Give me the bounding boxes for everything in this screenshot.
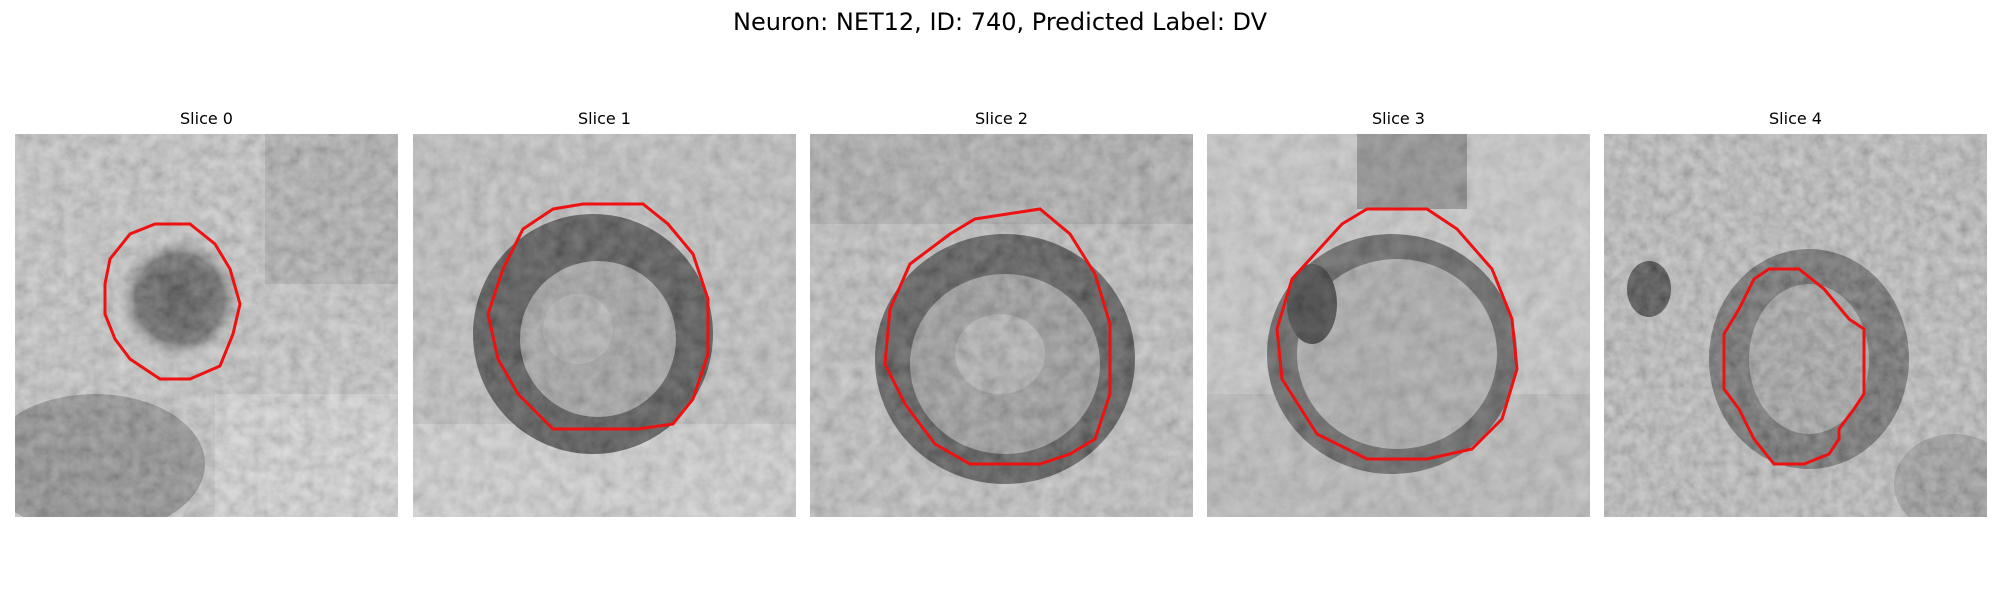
slice-title: Slice 3 bbox=[1372, 109, 1425, 128]
slice-title: Slice 2 bbox=[975, 109, 1028, 128]
slice-title: Slice 0 bbox=[180, 109, 233, 128]
slice-panel-1: Slice 1 bbox=[413, 108, 796, 517]
figure-title: Neuron: NET12, ID: 740, Predicted Label:… bbox=[732, 8, 1268, 36]
slice-panel-4: Slice 4 bbox=[1604, 108, 1987, 517]
slice-image-0 bbox=[15, 134, 398, 517]
slice-title: Slice 4 bbox=[1769, 109, 1822, 128]
slice-3-canvas bbox=[1207, 134, 1590, 517]
slice-image-3 bbox=[1207, 134, 1590, 517]
slice-panel-0: Slice 0 bbox=[15, 108, 398, 517]
slice-0-canvas bbox=[15, 134, 398, 517]
slice-1-canvas bbox=[413, 134, 796, 517]
slice-2-canvas bbox=[810, 134, 1193, 517]
slice-image-4 bbox=[1604, 134, 1987, 517]
slice-title: Slice 1 bbox=[578, 109, 631, 128]
slice-image-2 bbox=[810, 134, 1193, 517]
slice-image-1 bbox=[413, 134, 796, 517]
slice-panel-3: Slice 3 bbox=[1207, 108, 1590, 517]
slice-4-canvas bbox=[1604, 134, 1987, 517]
slice-panel-2: Slice 2 bbox=[810, 108, 1193, 517]
